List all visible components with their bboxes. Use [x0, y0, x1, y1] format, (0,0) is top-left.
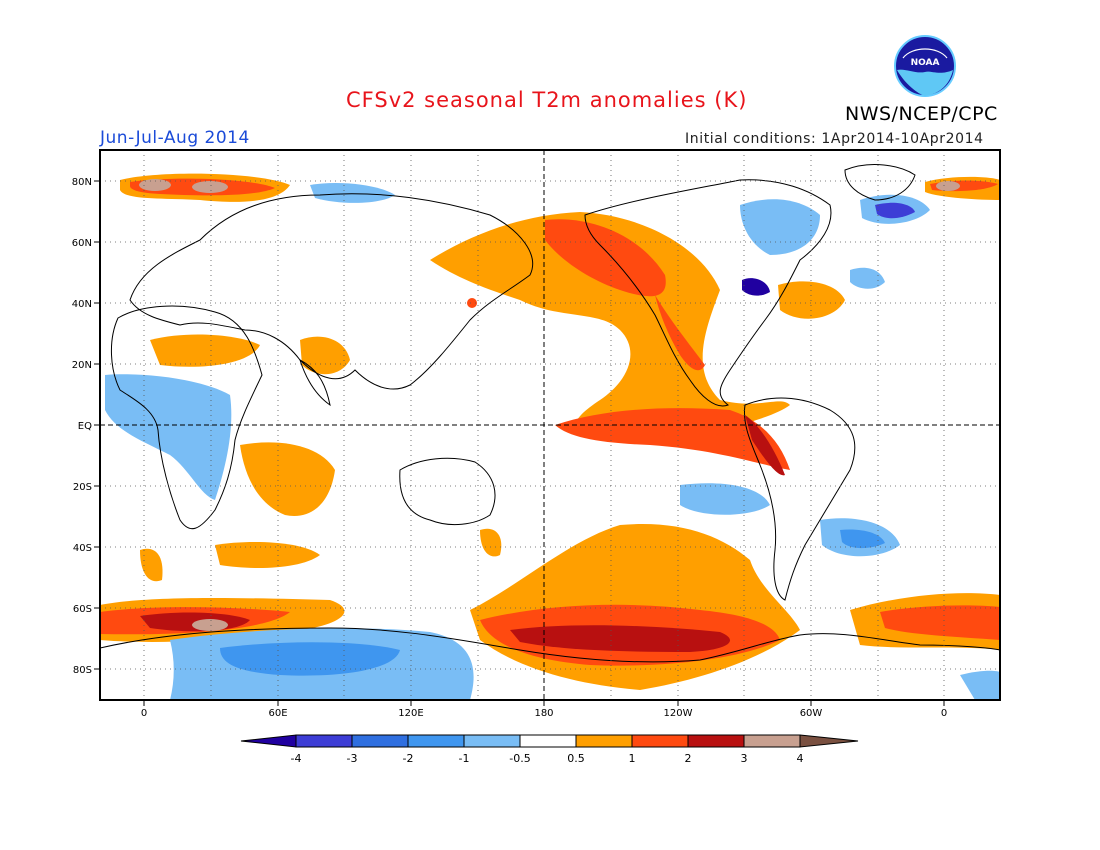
warm-anomaly-peru-coast: [745, 415, 785, 476]
colorbar-tick-n2: -2: [403, 752, 414, 765]
cold-anomaly-north-atlantic: [850, 267, 885, 289]
colorbar-swatch-n4-n3: [295, 734, 353, 748]
colorbar-swatch-2-3: [687, 734, 745, 748]
lat-label-80n: 80N: [72, 177, 92, 188]
colorbar-swatch-1-2: [631, 734, 689, 748]
warm-anomaly-arctic-core-1: [139, 179, 171, 191]
lat-tick-marks: [94, 180, 100, 670]
coastline-africa: [110, 305, 263, 530]
warm-anomaly-south-atlantic-strong: [880, 605, 1000, 640]
coastline-eurasia: [129, 193, 534, 390]
coastline-south-america: [743, 397, 856, 601]
colorbar-swatch-05-1: [575, 734, 633, 748]
coastline-greenland: [844, 164, 916, 201]
lat-label-80s: 80S: [73, 665, 92, 676]
lon-label-0-west: 0: [141, 708, 147, 719]
warm-anomaly-alaska-strong: [545, 219, 666, 297]
colorbar-swatch-3-4: [743, 734, 801, 748]
agency-label: NWS/NCEP/CPC: [845, 103, 998, 125]
lat-label-20n: 20N: [72, 360, 92, 371]
lon-label-180: 180: [534, 708, 553, 719]
cold-anomaly-south-pacific-east: [680, 483, 770, 515]
colorbar: [240, 734, 859, 748]
map-title: CFSv2 seasonal T2m anomalies (K): [346, 88, 748, 112]
cold-anomaly-south-atlantic-mid: [840, 529, 885, 549]
warm-anomaly-south-indian-peak: [192, 619, 228, 631]
warm-anomaly-california-coast: [655, 295, 705, 371]
warm-anomaly-arctic-core-2: [192, 181, 228, 193]
colorbar-tick-n3: -3: [347, 752, 358, 765]
lat-label-60n: 60N: [72, 238, 92, 249]
warm-anomaly-tasman: [480, 528, 502, 557]
lat-label-60s: 60S: [73, 604, 92, 615]
initial-conditions: Initial conditions: 1Apr2014-10Apr2014: [685, 131, 984, 147]
warm-anomaly-arabia: [300, 336, 350, 375]
colorbar-swatch-n1-n05: [463, 734, 521, 748]
coastline-australia: [399, 457, 496, 525]
colorbar-tick-n1: -1: [459, 752, 470, 765]
coastline-north-america: [584, 179, 832, 407]
cold-anomaly-antarctica-east-mid: [220, 642, 400, 676]
warm-anomaly-asia: [150, 334, 260, 367]
anomaly-shading: [100, 173, 1000, 700]
colorbar-tick-05: 0.5: [567, 752, 585, 765]
lon-label-0-east: 0: [941, 708, 947, 719]
coastline-india: [299, 358, 331, 407]
warm-anomaly-arctic-core-3: [936, 181, 960, 191]
colorbar-tick-2: 2: [685, 752, 692, 765]
lon-label-120w: 120W: [664, 708, 693, 719]
warm-anomaly-north-atlantic: [778, 281, 845, 319]
colorbar-swatch-n3-n2: [351, 734, 409, 748]
warm-anomaly-north-pacific: [430, 212, 790, 440]
colorbar-swatch-lt-4: [240, 734, 297, 748]
colorbar-swatch-n2-n1: [407, 734, 465, 748]
warm-anomaly-south-pacific-core: [510, 625, 730, 652]
cold-anomaly-canada: [740, 199, 820, 255]
lon-tick-marks: [143, 700, 945, 706]
colorbar-tick-n05: -0.5: [509, 752, 530, 765]
lat-label-40s: 40S: [73, 543, 92, 554]
lat-label-40n: 40N: [72, 299, 92, 310]
cold-anomaly-africa-atlantic: [105, 374, 232, 500]
colorbar-tick-3: 3: [741, 752, 748, 765]
noaa-logo-text: NOAA: [911, 58, 940, 68]
lon-label-120e: 120E: [398, 708, 423, 719]
noaa-logo: NOAA: [894, 35, 956, 97]
colorbar-tick-4: 4: [797, 752, 804, 765]
coastline-antarctica: [100, 627, 1000, 663]
warm-anomaly-equatorial-pacific: [555, 408, 790, 470]
lat-label-eq: EQ: [78, 421, 92, 432]
cold-anomaly-siberia: [310, 183, 395, 203]
warm-anomaly-atlantic-south: [140, 548, 163, 582]
lon-label-60e: 60E: [268, 708, 287, 719]
warm-anomaly-south-indian-2: [215, 542, 320, 568]
colorbar-swatch-gt-4: [799, 734, 859, 748]
cold-anomaly-antarctica-west: [960, 670, 1000, 700]
lat-label-20s: 20S: [73, 482, 92, 493]
colorbar-swatch-n05-05: [519, 734, 577, 748]
forecast-period: Jun-Jul-Aug 2014: [100, 128, 250, 148]
colorbar-tick-n4: -4: [291, 752, 302, 765]
warm-anomaly-japan-spot: [467, 298, 477, 308]
lon-label-60w: 60W: [800, 708, 823, 719]
cold-anomaly-greenland-sea-core: [875, 202, 915, 219]
colorbar-tick-1: 1: [629, 752, 636, 765]
warm-anomaly-indian-ocean: [240, 442, 335, 516]
cold-anomaly-great-lakes: [742, 278, 770, 296]
coastlines: [100, 164, 1000, 663]
